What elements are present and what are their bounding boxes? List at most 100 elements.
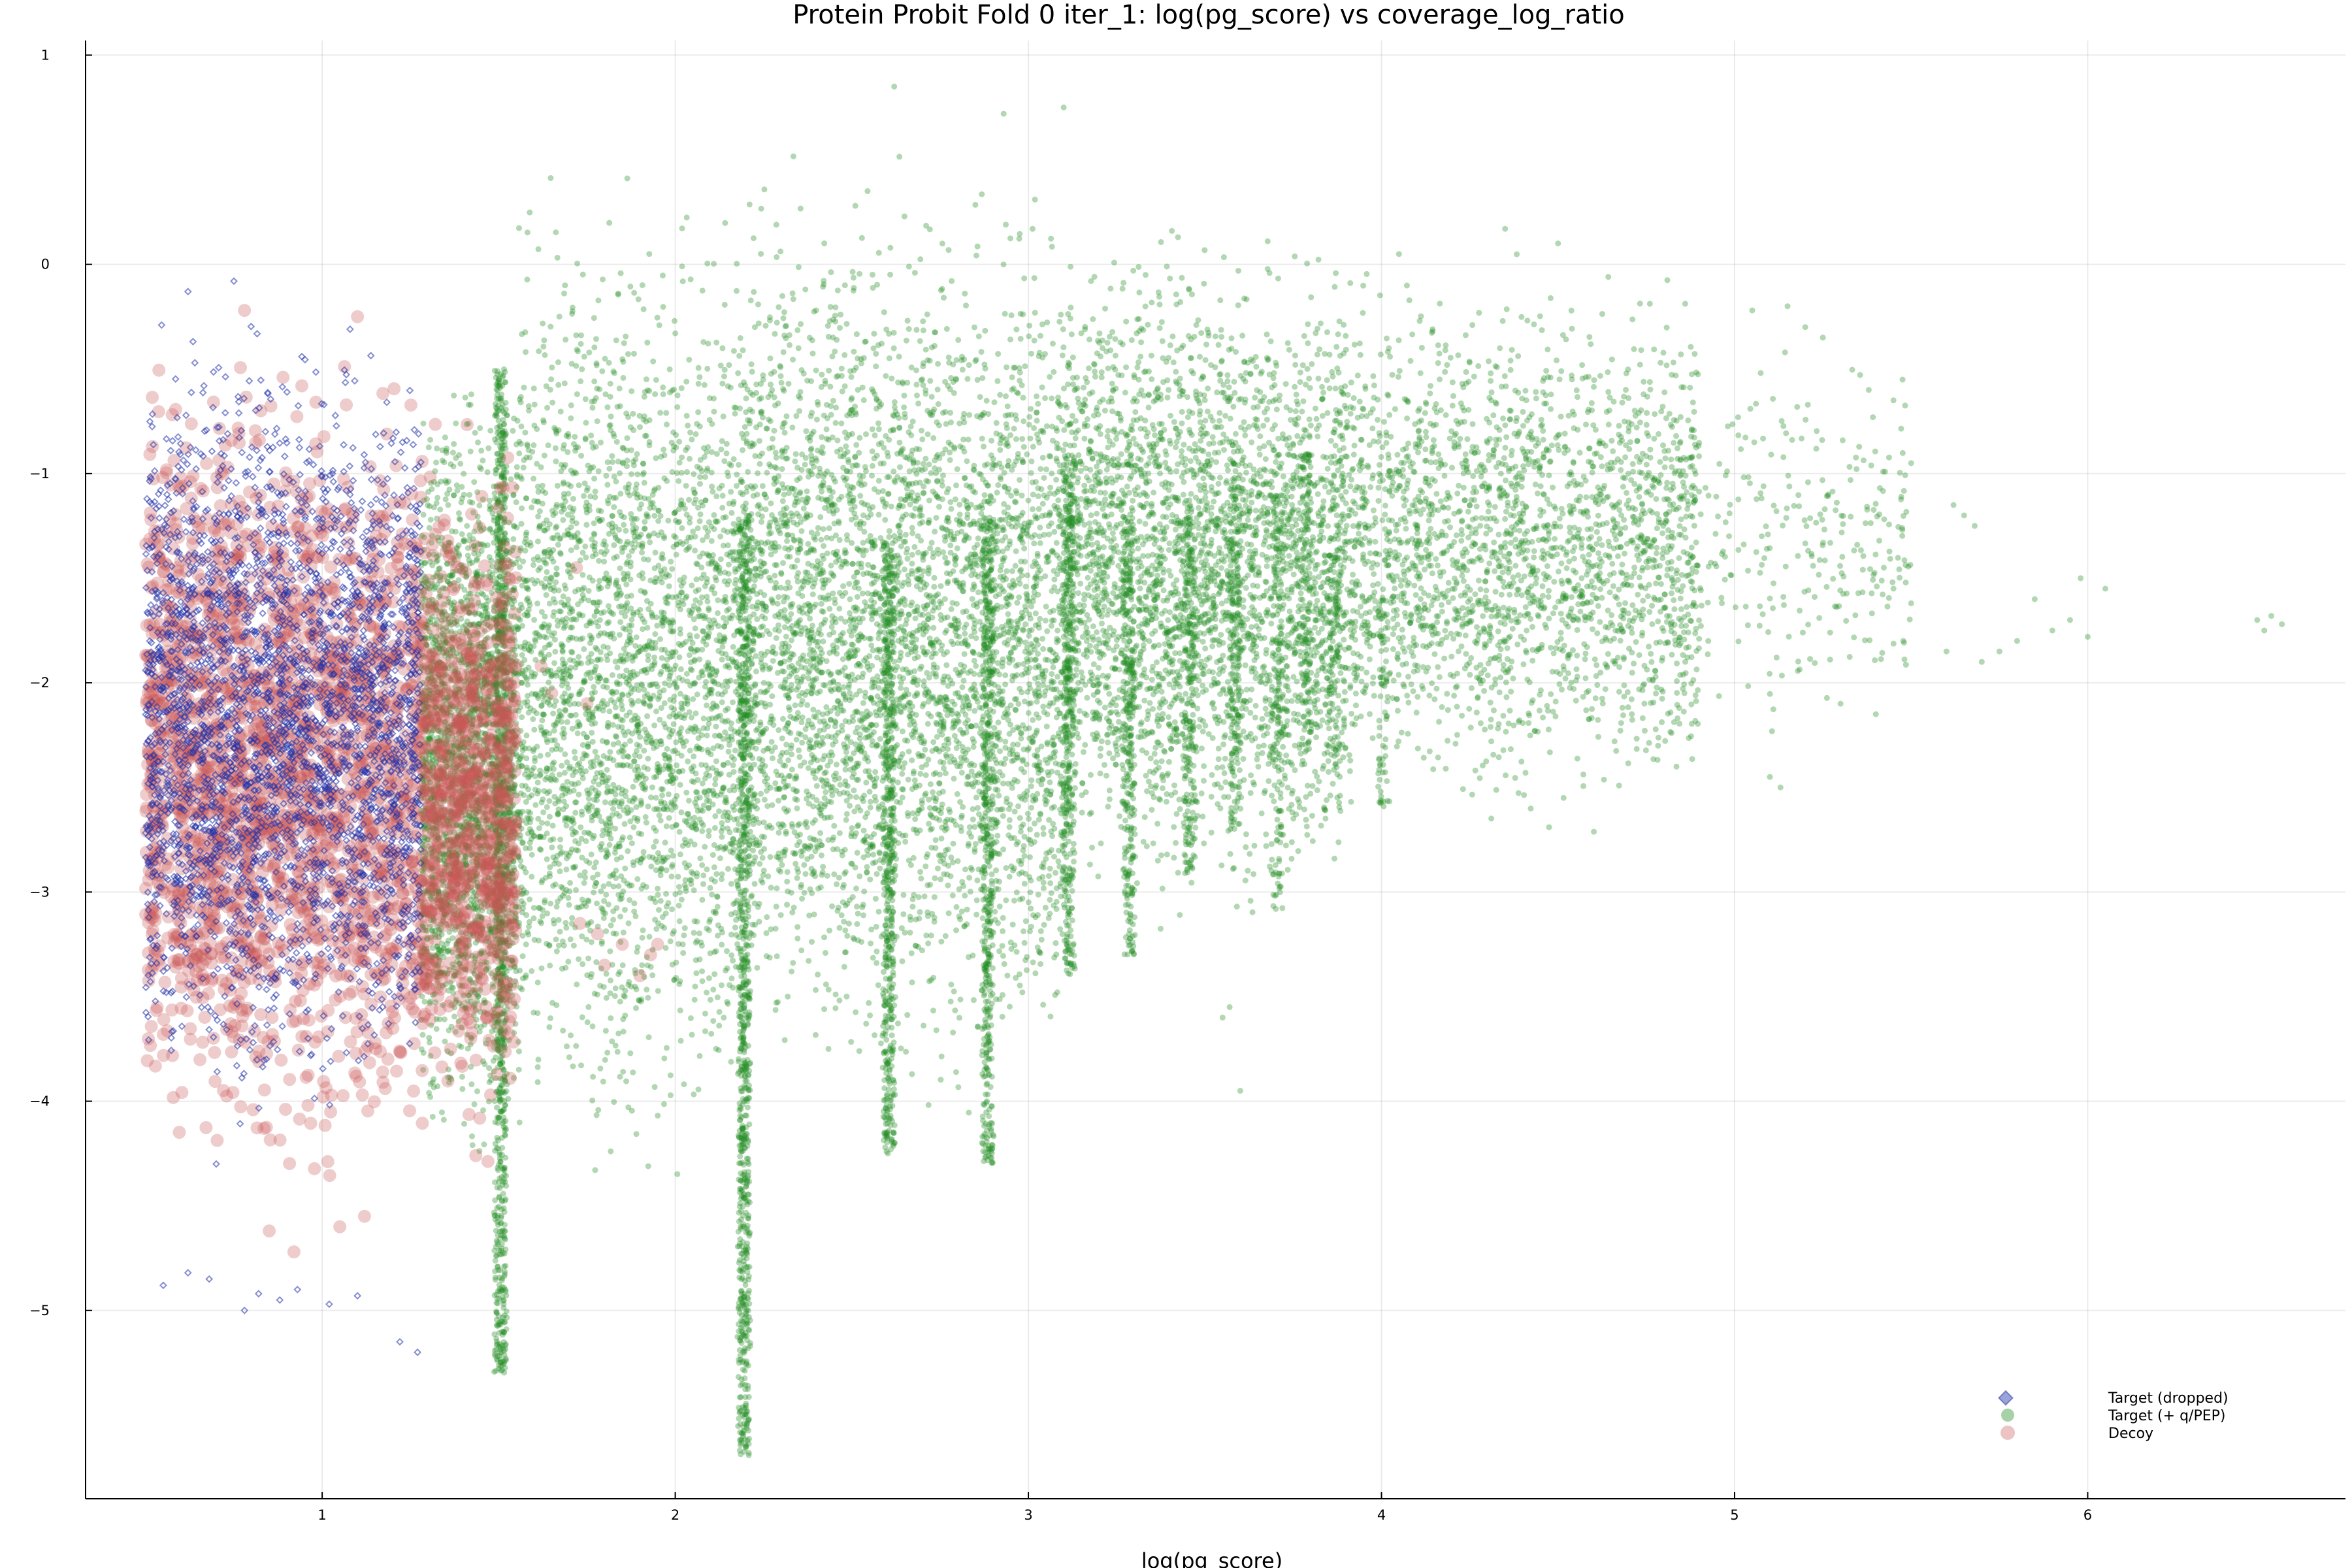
target-point [532,802,539,808]
target-point [645,557,651,563]
target-point [477,522,483,529]
target-point [441,1016,448,1022]
target-point [431,504,437,510]
target-point [726,362,732,368]
target-point [622,742,629,748]
target-point [490,707,497,713]
target-point [542,897,548,904]
target-point [529,767,535,774]
target-point [645,994,651,1001]
target-point [468,1133,475,1139]
target-point [644,713,651,719]
target-point [464,718,470,725]
target-point [695,587,702,593]
target-point [639,282,645,288]
target-point [640,849,647,855]
target-point [667,938,674,945]
target-point [525,931,532,938]
target-point [708,538,715,544]
target-point [577,872,583,879]
target-point [585,1004,592,1010]
target-point [584,1019,591,1026]
target-point [484,469,491,476]
target-point [531,422,538,429]
target-point [548,673,555,679]
target-point [451,926,458,933]
target-point [726,742,732,748]
target-point [495,708,501,715]
target-point [694,561,701,568]
target-point [540,711,547,718]
target-point [614,713,621,719]
target-point [695,735,702,742]
target-point [526,773,532,779]
target-point [475,993,482,1000]
target-point [580,592,586,598]
target-point [562,751,568,758]
target-point [603,994,610,1001]
target-point [699,862,706,868]
target-point [710,1018,717,1024]
target-point [483,898,489,904]
target-point [686,497,693,503]
target-point [661,800,668,806]
target-point [540,698,547,704]
target-point [498,834,504,841]
target-point [581,879,587,886]
target-point [719,345,726,351]
target-point [543,383,549,389]
target-point [428,846,434,853]
target-point [564,719,570,725]
target-point [578,1062,584,1069]
target-point [469,776,476,783]
target-point [733,801,740,808]
target-point [466,557,472,563]
target-point [489,787,495,793]
target-point [554,254,561,261]
target-point [546,651,552,658]
target-point [510,784,517,791]
target-point [716,1009,723,1015]
target-point [670,853,676,859]
target-point [674,762,680,768]
target-point [607,948,613,955]
target-point [674,392,681,399]
target-point [671,977,678,983]
target-point [554,532,561,538]
target-point [625,753,632,760]
target-point [426,819,433,825]
target-point [663,890,670,897]
target-point [697,855,704,862]
target-point [444,491,451,497]
target-point [674,685,680,691]
target-point [723,514,729,521]
target-point [652,631,659,638]
target-point [675,874,681,880]
target-point [550,917,557,923]
target-point [455,510,462,516]
target-point [608,1148,614,1154]
target-point [621,907,628,913]
target-point [525,586,532,593]
target-point [442,434,448,441]
target-point [465,420,472,427]
target-point [728,931,734,938]
target-point [600,644,607,650]
target-point [730,985,736,991]
target-point [545,751,551,758]
target-point [469,1142,476,1149]
target-point [711,590,718,596]
target-point [559,508,565,515]
target-point [690,696,696,702]
target-point [574,981,580,988]
target-point [586,350,593,356]
target-point [530,562,536,568]
target-point [678,896,685,903]
target-point [461,491,467,498]
target-point [436,704,443,710]
target-point [485,445,492,451]
target-point [570,506,577,512]
target-point [719,644,726,650]
target-point [493,879,500,885]
target-point [553,523,560,530]
